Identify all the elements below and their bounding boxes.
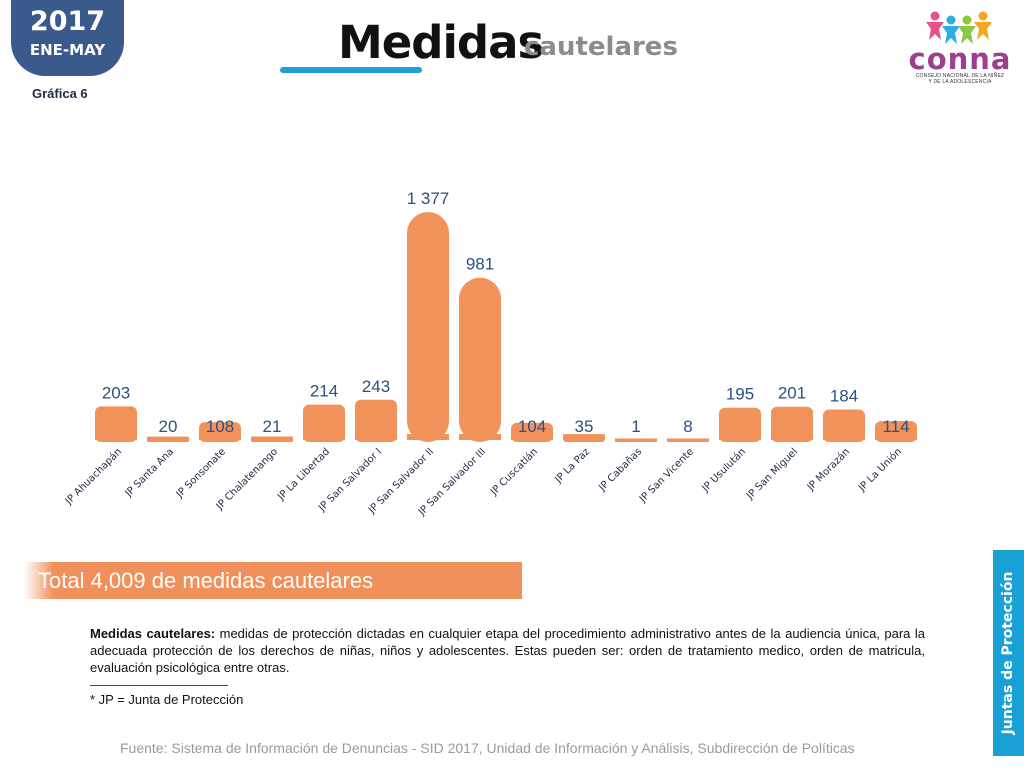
category-label-jp-cabanas: JP Cabañas [596, 446, 644, 494]
footnote-divider [90, 685, 228, 686]
logo-figure-head [978, 11, 988, 21]
value-label-jp-la-paz: 35 [575, 417, 594, 436]
value-label-jp-usulutan: 195 [726, 385, 754, 404]
value-label-jp-san-miguel: 201 [778, 384, 806, 403]
bar-jp-usulutan [719, 407, 761, 442]
bar-base-jp-ahuachapan [95, 434, 137, 440]
value-label-jp-santa-ana: 20 [159, 417, 178, 436]
definition-note: Medidas cautelares: medidas de protecció… [90, 625, 925, 676]
side-tab-label: Juntas de Protección [1000, 571, 1016, 735]
bar-jp-san-salvador-ii [407, 212, 449, 442]
bar-jp-morazan [823, 409, 865, 442]
category-label-jp-usulutan: JP Usulután [699, 446, 748, 495]
footnote: * JP = Junta de Protección [90, 692, 244, 707]
page-title: Medidas [338, 16, 544, 69]
value-label-jp-san-salvador-i: 243 [362, 377, 390, 396]
definition-text: medidas de protección dictadas en cualqu… [90, 626, 925, 675]
logo-subtitle-line1: CONSEJO NACIONAL DE LA NIÑEZ [915, 73, 1005, 79]
bar-base-jp-san-salvador-iii [459, 434, 501, 440]
bar-base-jp-sonsonate [199, 434, 241, 440]
logo-figure-body [926, 22, 944, 40]
value-label-jp-cabanas: 1 [631, 417, 640, 436]
bar-base-jp-san-miguel [771, 434, 813, 440]
value-label-jp-la-union: 114 [882, 417, 909, 436]
category-label-jp-la-libertad: JP La Libertad [275, 446, 332, 503]
bar-base-jp-usulutan [719, 434, 761, 440]
chart-number: Gráfica 6 [32, 86, 88, 101]
logo-figure-body [974, 22, 992, 40]
bar-jp-san-salvador-i [355, 399, 397, 442]
bar-base-jp-san-salvador-ii [407, 434, 449, 440]
value-label-jp-san-vicente: 8 [683, 417, 692, 436]
category-label-jp-cuscatlan: JP Cuscatlán [487, 446, 540, 499]
bar-base-jp-la-libertad [303, 434, 345, 440]
conna-logo: conna CONSEJO NACIONAL DE LA NIÑEZ Y DE … [905, 10, 1015, 90]
bar-base-jp-cuscatlan [511, 434, 553, 440]
bar-base-jp-cabanas [615, 438, 657, 440]
logo-figure-head [962, 15, 972, 25]
total-text: Total 4,009 de medidas cautelares [38, 568, 374, 593]
logo-figure-body [942, 26, 960, 44]
value-label-jp-ahuachapan: 203 [102, 383, 130, 402]
category-label-jp-la-paz: JP La Paz [553, 446, 593, 486]
bar-jp-san-miguel [771, 406, 813, 442]
category-label-jp-san-vicente: JP San Vicente [637, 446, 696, 505]
badge-year: 2017 [29, 6, 106, 37]
bar-base-jp-santa-ana [147, 436, 189, 440]
logo-figure-body [958, 26, 976, 44]
bar-base-jp-san-salvador-i [355, 434, 397, 440]
value-label-jp-cuscatlan: 104 [518, 417, 546, 436]
category-label-jp-morazan: JP Morazán [804, 446, 852, 494]
category-label-jp-ahuachapan: JP Ahuachapán [62, 446, 124, 508]
year-badge: 2017 ENE-MAY [11, 0, 124, 76]
category-label-jp-santa-ana: JP Santa Ana [123, 446, 176, 499]
source-line: Fuente: Sistema de Información de Denunc… [120, 740, 855, 756]
page-subtitle: cautelares [524, 32, 678, 62]
logo-subtitle-line2: Y DE LA ADOLESCENCIA [928, 79, 992, 85]
children-figures-icon [926, 11, 992, 44]
badge-period: ENE-MAY [29, 41, 106, 59]
value-label-jp-san-salvador-ii: 1 377 [407, 189, 450, 208]
bar-jp-san-salvador-iii [459, 277, 501, 442]
category-label-jp-sonsonate: JP Sonsonate [174, 446, 228, 500]
value-label-jp-chalatenango: 21 [263, 417, 282, 436]
title-underline [280, 67, 422, 73]
bar-base-jp-chalatenango [251, 436, 293, 440]
bar-base-jp-la-union [875, 434, 917, 440]
bar-chart: 203 JP Ahuachapán 20 JP Santa Ana 108 JP Sons… [62, 189, 917, 519]
side-tab: Juntas de Protección [993, 550, 1024, 756]
value-label-jp-morazan: 184 [830, 387, 858, 406]
logo-figure-head [930, 11, 940, 21]
bar-base-jp-san-vicente [667, 438, 709, 440]
value-label-jp-san-salvador-iii: 981 [466, 255, 494, 274]
value-label-jp-la-libertad: 214 [310, 382, 338, 401]
logo-figure-head [946, 15, 956, 25]
bar-jp-la-libertad [303, 404, 345, 442]
bar-base-jp-la-paz [563, 434, 605, 440]
logo-word: conna [908, 42, 1012, 76]
bar-base-jp-morazan [823, 434, 865, 440]
value-label-jp-sonsonate: 108 [206, 417, 234, 436]
total-banner [24, 562, 522, 599]
category-label-jp-la-union: JP La Unión [855, 446, 904, 495]
bar-jp-ahuachapan [95, 406, 137, 442]
category-label-jp-san-miguel: JP San Miguel [744, 446, 800, 502]
definition-term: Medidas cautelares: [90, 626, 216, 641]
